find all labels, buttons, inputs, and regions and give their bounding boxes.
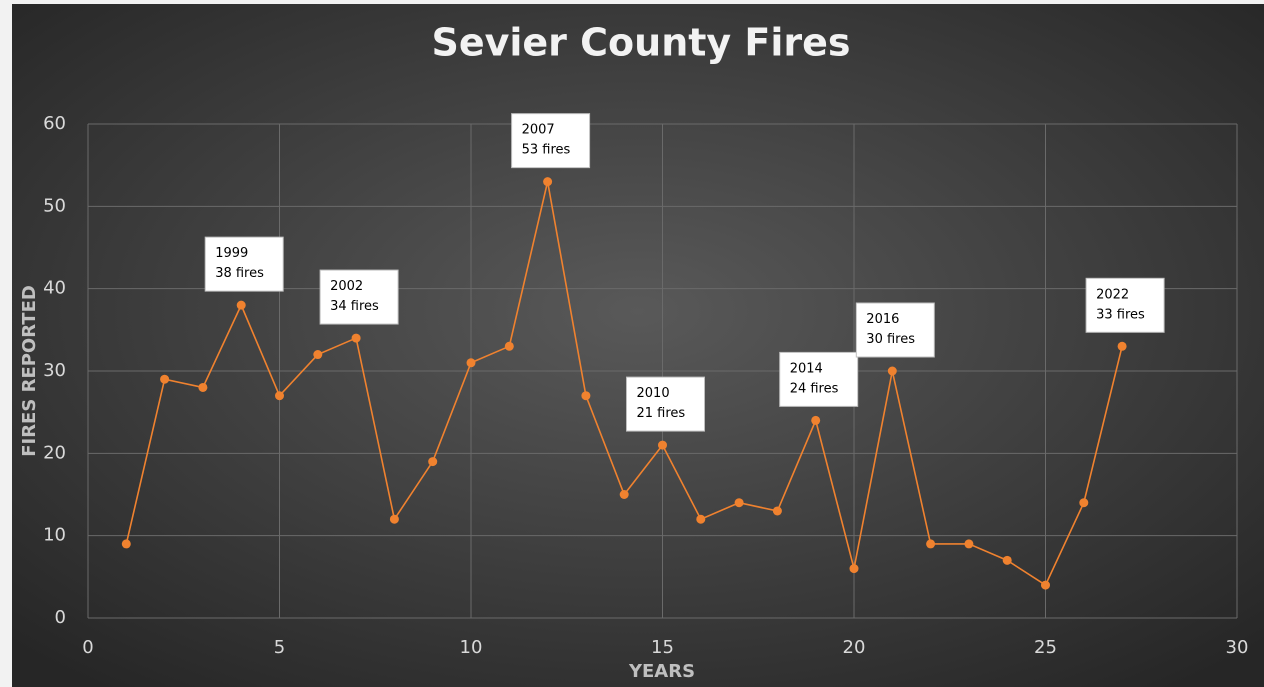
y-tick-label: 20	[43, 442, 66, 463]
data-point	[504, 341, 514, 351]
annotation-text: 33 fires	[1096, 307, 1145, 322]
annotation-text: 2016	[866, 312, 899, 327]
annotation-box	[779, 351, 859, 407]
annotation-text: 2002	[330, 279, 363, 294]
data-point	[543, 177, 553, 187]
y-tick-label: 10	[43, 525, 66, 546]
data-point	[198, 382, 208, 392]
data-point	[734, 498, 744, 508]
data-point	[849, 564, 859, 574]
y-tick-label: 0	[55, 607, 66, 628]
annotation: 2002 34 fires	[319, 269, 399, 325]
y-tick-label: 50	[43, 195, 66, 216]
data-point	[926, 539, 936, 549]
annotation-text: 2014	[790, 361, 823, 376]
data-point	[619, 490, 629, 499]
data-point	[658, 440, 667, 450]
data-point	[351, 333, 361, 343]
annotation: 2022 33 fires	[1085, 277, 1165, 333]
data-point	[1041, 580, 1050, 590]
data-point	[160, 374, 170, 384]
x-tick-label: 10	[460, 637, 483, 658]
data-point	[964, 539, 974, 549]
annotation-text: 2010	[637, 386, 670, 401]
data-point	[236, 300, 246, 310]
annotation-text: 38 fires	[215, 266, 264, 281]
annotation-text: 2022	[1096, 287, 1129, 302]
data-point	[275, 391, 284, 401]
x-tick-label: 0	[82, 637, 93, 658]
data-point	[1079, 498, 1089, 508]
data-point	[811, 415, 821, 425]
x-tick-label: 5	[274, 637, 285, 658]
annotation-box	[511, 113, 591, 169]
data-point	[389, 514, 399, 524]
annotation-text: 2007	[522, 123, 555, 138]
annotation-text: 1999	[215, 246, 248, 261]
y-tick-label: 30	[43, 360, 66, 381]
annotation-text: 24 fires	[790, 381, 839, 396]
chart-title: Sevier County Fires	[431, 21, 850, 65]
x-tick-label: 15	[651, 637, 674, 658]
x-tick-label: 25	[1034, 637, 1057, 658]
data-point	[696, 514, 706, 524]
annotation-box	[1085, 277, 1165, 333]
annotation-text: 34 fires	[330, 299, 379, 314]
data-point	[121, 539, 131, 549]
data-point	[1117, 341, 1127, 351]
annotation-text: 30 fires	[866, 332, 915, 347]
annotation: 2016 30 fires	[855, 302, 935, 358]
annotation: 2014 24 fires	[779, 351, 859, 407]
annotation-text: 21 fires	[637, 406, 686, 421]
annotation: 2010 21 fires	[626, 376, 705, 432]
annotation: 1999 38 fires	[204, 236, 284, 292]
chart-background	[12, 4, 1264, 687]
annotation-box	[319, 269, 399, 325]
annotation-box	[204, 236, 284, 292]
annotation-text: 53 fires	[522, 143, 571, 158]
data-point	[466, 358, 476, 368]
x-axis-label: YEARS	[628, 661, 695, 682]
annotation-box	[626, 376, 705, 432]
data-point	[887, 366, 897, 376]
data-point	[428, 457, 438, 467]
x-tick-label: 20	[843, 637, 866, 658]
annotation-box	[855, 302, 935, 358]
x-tick-label: 30	[1226, 637, 1249, 658]
annotation: 2007 53 fires	[511, 113, 591, 169]
y-tick-label: 40	[43, 278, 66, 299]
y-axis-label: FIRES REPORTED	[19, 285, 40, 457]
y-tick-label: 60	[43, 113, 66, 134]
data-point	[1002, 555, 1012, 565]
data-point	[313, 350, 323, 360]
data-point	[772, 506, 782, 516]
data-point	[581, 391, 591, 401]
